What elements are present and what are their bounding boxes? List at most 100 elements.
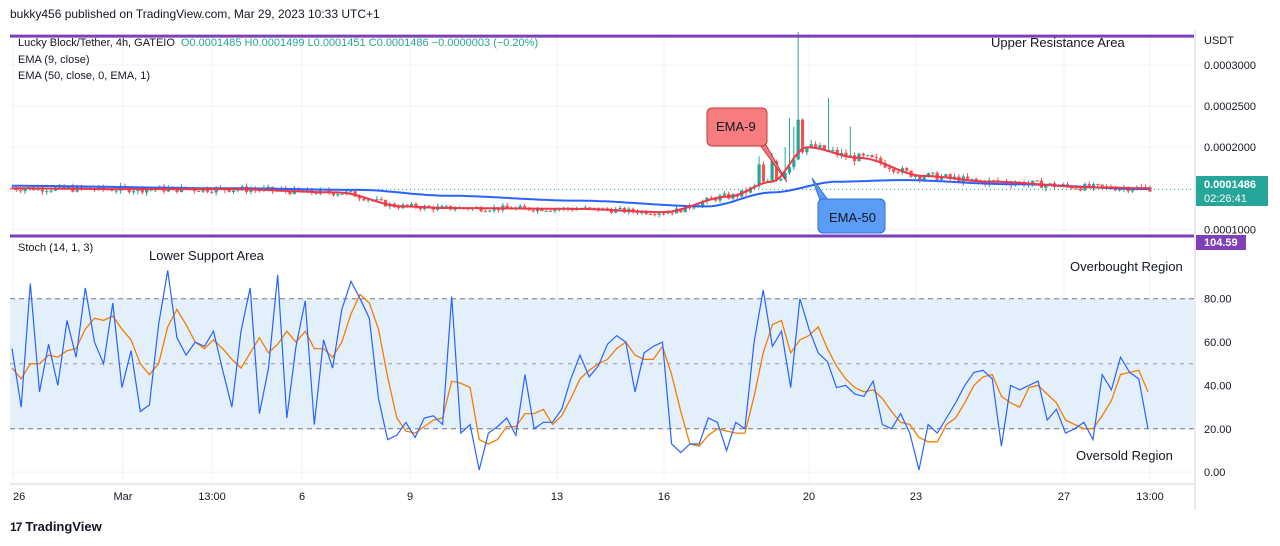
candle-body xyxy=(375,199,379,201)
candle-body xyxy=(488,210,492,212)
candle-body xyxy=(535,208,540,212)
candle-body xyxy=(544,210,548,212)
candle-body xyxy=(231,190,236,192)
candle-body xyxy=(1100,184,1104,187)
candle-body xyxy=(965,176,970,179)
price-axis[interactable]: 0.00010000.00015000.00020000.00025000.00… xyxy=(1204,60,1256,237)
upper-resistance-label: Upper Resistance Area xyxy=(991,35,1125,50)
candle-body xyxy=(340,193,344,195)
candle-body xyxy=(922,177,926,180)
candle-body xyxy=(918,175,922,180)
ema50-callout-text: EMA-50 xyxy=(829,210,876,225)
candle-body xyxy=(818,145,822,148)
candle-body xyxy=(540,208,544,212)
candle-body xyxy=(110,189,114,191)
candle-body xyxy=(1117,188,1122,191)
stoch-tick-label: 20.00 xyxy=(1204,424,1232,436)
candle-body xyxy=(1044,184,1048,188)
legend-symbol[interactable]: Lucky Block/Tether, 4h, GATEIO O0.0001485… xyxy=(18,37,538,49)
candle-body xyxy=(939,176,944,180)
candle-body xyxy=(45,191,49,193)
candle-body xyxy=(835,149,839,156)
candle-body xyxy=(366,199,370,201)
candle-body xyxy=(1091,184,1096,188)
candle-body xyxy=(266,186,270,188)
candle-body xyxy=(800,119,805,153)
candle-body xyxy=(49,190,53,192)
candle-body xyxy=(670,212,674,214)
stoch-tick-label: 80.00 xyxy=(1204,294,1232,306)
candle-body xyxy=(809,144,813,148)
candle-body xyxy=(1078,188,1083,191)
candle-body xyxy=(197,190,201,192)
stoch-d-line xyxy=(11,293,1149,447)
time-tick-label: 6 xyxy=(299,491,305,503)
ema50-callout[interactable]: EMA-50 xyxy=(811,177,886,234)
price-tick-label: 0.0002000 xyxy=(1204,142,1256,154)
lower-support-label: Lower Support Area xyxy=(149,248,265,263)
price-tick-label: 0.0001000 xyxy=(1204,224,1256,236)
candle-body xyxy=(905,168,909,171)
candle-body xyxy=(648,214,653,216)
candle-body xyxy=(701,201,705,207)
candle-body xyxy=(831,149,835,151)
legend-ema50[interactable]: EMA (50, close, 0, EMA, 1) xyxy=(18,70,150,82)
time-tick-label: 9 xyxy=(407,491,413,503)
candle-body xyxy=(653,214,657,216)
candle-body xyxy=(418,207,422,210)
candle-body xyxy=(840,152,844,156)
candle-body xyxy=(362,198,366,201)
candle-body xyxy=(618,207,622,210)
candle-body xyxy=(349,191,353,193)
candle-body xyxy=(336,194,340,196)
candle-body xyxy=(453,208,457,210)
candle-body xyxy=(505,205,509,208)
oversold-label: Oversold Region xyxy=(1076,448,1173,463)
candle-body xyxy=(948,174,952,178)
stoch-k-line xyxy=(11,270,1149,471)
candle-body xyxy=(913,175,918,177)
candle-body xyxy=(331,192,336,196)
candle-body xyxy=(757,164,761,186)
candle-body xyxy=(405,204,409,206)
time-tick-label: 23 xyxy=(910,491,922,503)
candle-body xyxy=(692,207,696,209)
candle-body xyxy=(1131,189,1135,192)
candle-body xyxy=(844,152,848,158)
candle-body xyxy=(288,191,292,195)
candle-body xyxy=(657,213,661,215)
candle-body xyxy=(518,205,522,208)
candle-body xyxy=(23,188,27,192)
candle-body xyxy=(19,190,23,192)
candle-body xyxy=(631,208,635,212)
candle-body xyxy=(249,189,253,192)
footer-brand[interactable]: 17 TradingView xyxy=(10,519,102,534)
time-axis[interactable]: 26 Mar 13:00 6 9 13 16 20 23 27 13:00 xyxy=(13,491,1164,503)
candle-body xyxy=(227,190,231,192)
legend-stoch[interactable]: Stoch (14, 1, 3) xyxy=(18,242,93,254)
tradingview-logo-icon: 17 xyxy=(10,519,22,534)
candle-body xyxy=(145,189,149,193)
ema9-callout[interactable]: EMA-9 xyxy=(706,107,788,183)
ema9-callout-box xyxy=(706,107,768,147)
time-tick-label: 16 xyxy=(658,491,670,503)
time-tick-label: 13 xyxy=(551,491,563,503)
candle-body xyxy=(553,209,557,212)
stoch-level-badge xyxy=(1196,235,1246,250)
time-tick-label: 20 xyxy=(803,491,815,503)
ema9-line xyxy=(12,146,1150,214)
countdown-label: 02:26:41 xyxy=(1204,193,1247,205)
legend-ema9[interactable]: EMA (9, close) xyxy=(18,54,90,66)
candle-body xyxy=(770,161,774,181)
candle-body xyxy=(887,167,891,169)
candle-body xyxy=(379,199,383,201)
stoch-axis[interactable]: 0.00 20.00 40.00 60.00 80.00 xyxy=(1204,294,1232,479)
candle-body xyxy=(787,167,792,173)
price-grid xyxy=(10,32,1194,236)
stoch-tick-label: 40.00 xyxy=(1204,380,1232,392)
candle-body xyxy=(427,205,431,207)
candle-body xyxy=(314,192,318,194)
candle-body xyxy=(992,180,996,182)
candle-body xyxy=(440,205,444,207)
